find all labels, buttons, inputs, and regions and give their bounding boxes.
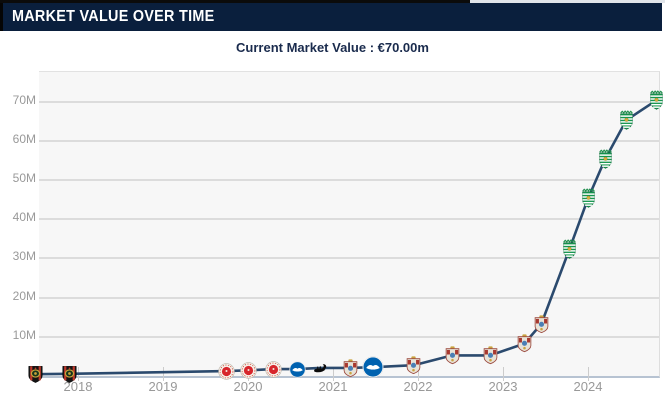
coventry-crest-marker[interactable] <box>516 334 533 353</box>
x-axis-label-2019: 2019 <box>148 379 178 394</box>
y-axis-label-20M: 20M <box>12 288 36 303</box>
x-axis-label-2018: 2018 <box>63 379 93 394</box>
st-pauli-crest-marker[interactable] <box>218 362 235 380</box>
coventry-crest-marker[interactable] <box>444 346 461 365</box>
brommapojkarna-crest-marker[interactable] <box>27 365 44 384</box>
gridline-20M <box>39 296 659 299</box>
x-axis-label-2020: 2020 <box>233 379 263 394</box>
x-axis-label-2022: 2022 <box>403 379 433 394</box>
st-pauli-crest-marker[interactable] <box>239 362 257 379</box>
y-axis-label-60M: 60M <box>12 131 36 146</box>
brighton-crest-marker[interactable] <box>362 356 384 378</box>
brommapojkarna-crest-marker[interactable] <box>61 365 78 384</box>
coventry-crest-marker[interactable] <box>405 356 422 375</box>
x-axis-label-2021: 2021 <box>318 379 348 394</box>
sporting-cp-crest-marker[interactable] <box>648 90 665 111</box>
gridline-60M <box>39 139 659 142</box>
gridline-10M <box>39 335 659 338</box>
plot-area <box>39 71 660 378</box>
y-axis-label-10M: 10M <box>12 327 36 342</box>
current-market-value-text: Current Market Value : €70.00m <box>236 40 429 55</box>
gridline-40M <box>39 218 659 221</box>
top-border-dark <box>0 0 470 3</box>
x-axis-label-2023: 2023 <box>488 379 518 394</box>
x-axis-label-2024: 2024 <box>573 379 603 394</box>
y-axis-label-50M: 50M <box>12 171 36 185</box>
y-axis-label-70M: 70M <box>12 92 36 107</box>
gridline-50M <box>39 179 659 181</box>
sporting-cp-crest-marker[interactable] <box>580 188 597 209</box>
coventry-crest-marker[interactable] <box>533 315 550 334</box>
section-title: MARKET VALUE OVER TIME <box>12 8 215 25</box>
brighton-crest-marker[interactable] <box>289 360 306 378</box>
top-border-light <box>470 0 665 3</box>
sporting-cp-crest-marker[interactable] <box>618 110 635 130</box>
y-axis-label-40M: 40M <box>12 210 36 225</box>
st-pauli-crest-marker[interactable] <box>265 360 282 378</box>
coventry-crest-marker[interactable] <box>342 358 359 378</box>
swansea-crest-marker[interactable] <box>312 362 329 375</box>
y-axis-label-30M: 30M <box>12 249 36 264</box>
section-header: MARKET VALUE OVER TIME <box>0 3 662 31</box>
sporting-cp-crest-marker[interactable] <box>597 149 614 169</box>
gridline-70M <box>39 100 659 103</box>
sporting-cp-crest-marker[interactable] <box>561 239 578 260</box>
coventry-crest-marker[interactable] <box>482 346 499 365</box>
